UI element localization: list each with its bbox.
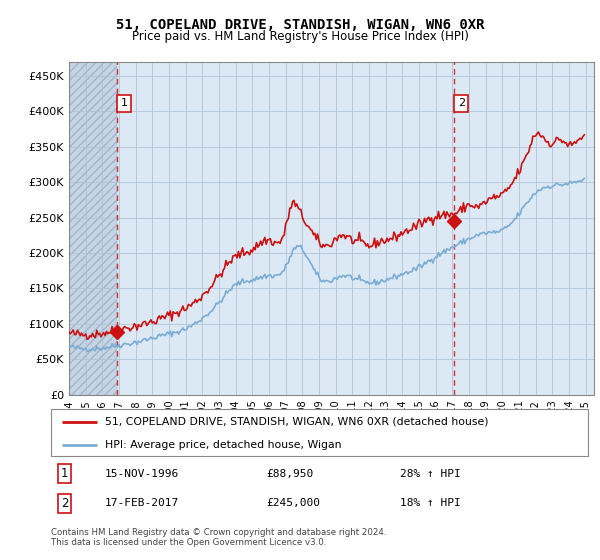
Text: 1: 1 [121,98,127,108]
Text: 28% ↑ HPI: 28% ↑ HPI [400,469,461,479]
Text: £88,950: £88,950 [266,469,313,479]
Text: 15-NOV-1996: 15-NOV-1996 [105,469,179,479]
Text: 2: 2 [61,497,68,510]
Text: 18% ↑ HPI: 18% ↑ HPI [400,498,461,508]
Text: HPI: Average price, detached house, Wigan: HPI: Average price, detached house, Wiga… [105,440,341,450]
Text: This data is licensed under the Open Government Licence v3.0.: This data is licensed under the Open Gov… [51,538,326,547]
Text: 17-FEB-2017: 17-FEB-2017 [105,498,179,508]
Text: £245,000: £245,000 [266,498,320,508]
Text: 2: 2 [458,98,465,108]
Text: 1: 1 [61,468,68,480]
Text: Contains HM Land Registry data © Crown copyright and database right 2024.: Contains HM Land Registry data © Crown c… [51,528,386,536]
Text: 51, COPELAND DRIVE, STANDISH, WIGAN, WN6 0XR (detached house): 51, COPELAND DRIVE, STANDISH, WIGAN, WN6… [105,417,488,427]
Text: Price paid vs. HM Land Registry's House Price Index (HPI): Price paid vs. HM Land Registry's House … [131,30,469,43]
FancyBboxPatch shape [51,409,588,456]
Text: 51, COPELAND DRIVE, STANDISH, WIGAN, WN6 0XR: 51, COPELAND DRIVE, STANDISH, WIGAN, WN6… [116,18,484,32]
Bar [69,62,117,395]
